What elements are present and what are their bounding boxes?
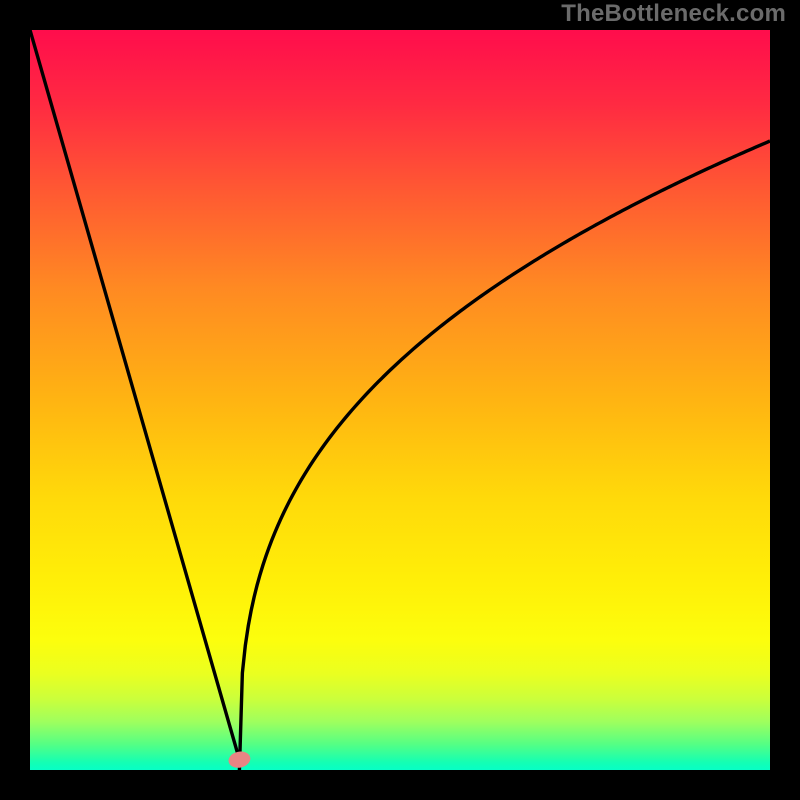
chart-container: TheBottleneck.com <box>0 0 800 800</box>
plot-svg <box>30 30 770 770</box>
plot-area <box>30 30 770 770</box>
watermark-text: TheBottleneck.com <box>561 0 786 28</box>
gradient-background <box>30 30 770 770</box>
